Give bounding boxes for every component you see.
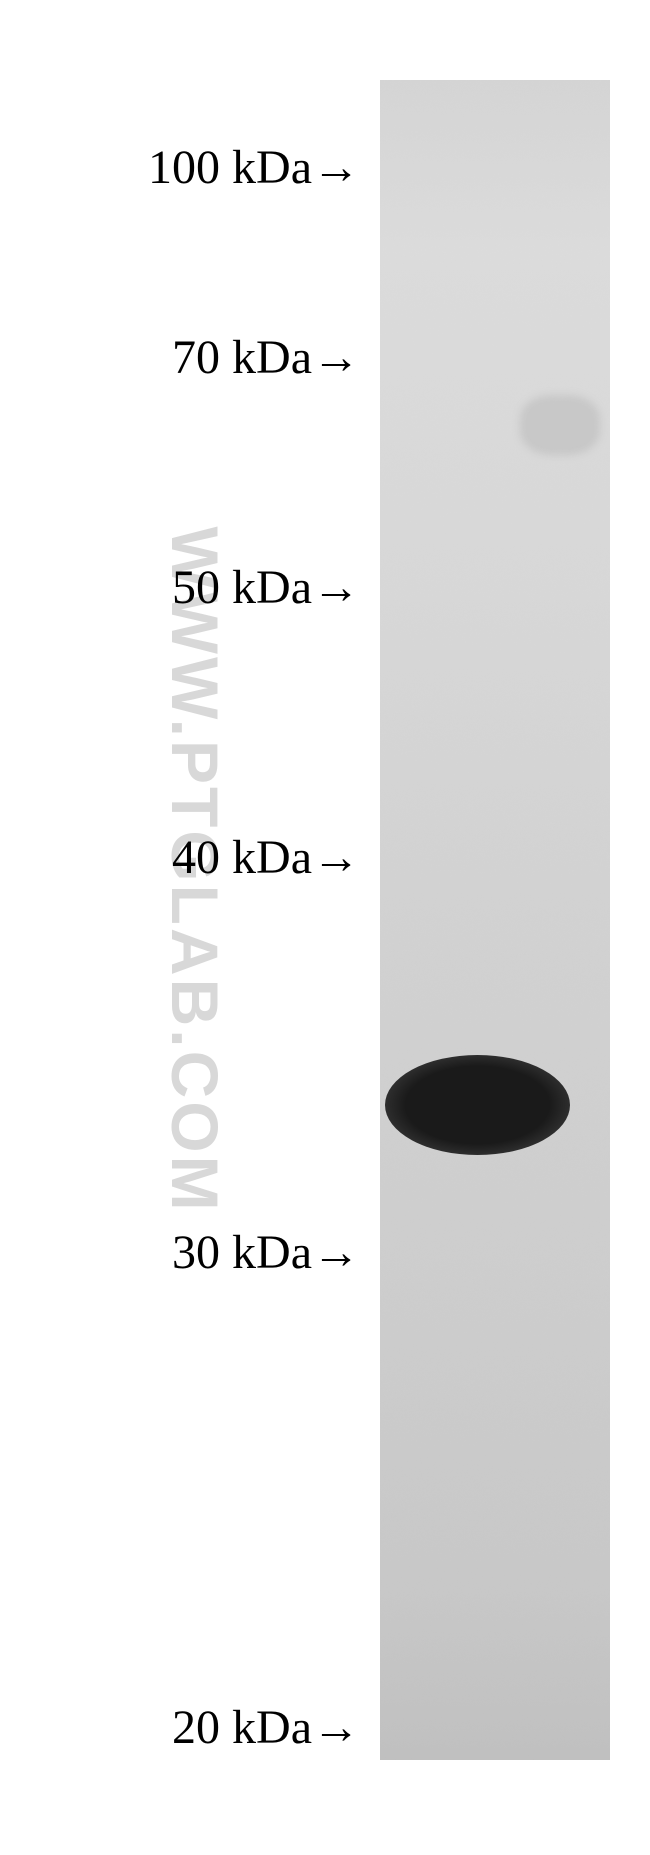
marker-arrow-icon: →	[312, 830, 360, 885]
marker-arrow-icon: →	[312, 140, 360, 195]
marker-70kda: 70 kDa→	[172, 330, 360, 385]
faint-band-1	[520, 395, 600, 455]
marker-label-text: 30 kDa	[172, 1226, 312, 1279]
marker-50kda: 50 kDa→	[172, 560, 360, 615]
blot-container: WWW.PTGLAB.COM 100 kDa→ 70 kDa→ 50 kDa→ …	[0, 0, 650, 1855]
lane-noise	[380, 80, 610, 1760]
primary-band	[385, 1055, 570, 1155]
marker-label-text: 50 kDa	[172, 561, 312, 614]
marker-arrow-icon: →	[312, 1225, 360, 1280]
marker-label-text: 100 kDa	[148, 141, 312, 194]
marker-20kda: 20 kDa→	[172, 1700, 360, 1755]
marker-arrow-icon: →	[312, 1700, 360, 1755]
marker-100kda: 100 kDa→	[148, 140, 360, 195]
blot-lane	[380, 80, 610, 1760]
marker-40kda: 40 kDa→	[172, 830, 360, 885]
marker-arrow-icon: →	[312, 330, 360, 385]
marker-label-text: 40 kDa	[172, 831, 312, 884]
marker-label-text: 20 kDa	[172, 1701, 312, 1754]
marker-30kda: 30 kDa→	[172, 1225, 360, 1280]
marker-label-text: 70 kDa	[172, 331, 312, 384]
marker-arrow-icon: →	[312, 560, 360, 615]
